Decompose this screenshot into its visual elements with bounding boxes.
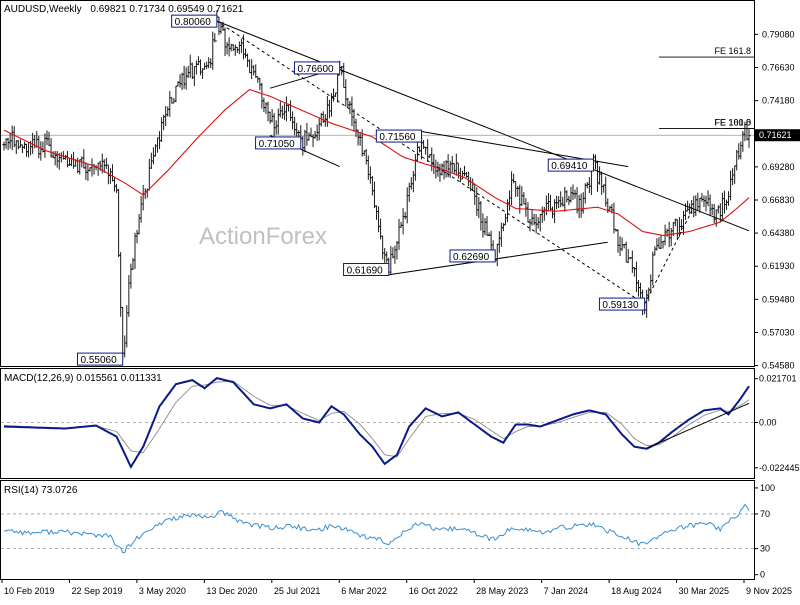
price-annotation: 0.76600 — [294, 62, 339, 75]
watermark-text: ActionForex — [199, 223, 327, 250]
y-tick-label: 0.57030 — [762, 327, 795, 337]
macd-panel-frame — [1, 369, 755, 479]
annotation-label: 0.61690 — [347, 265, 384, 276]
y-tick-label: 0 — [760, 570, 765, 580]
macd-title: MACD(12,26,9) 0.015561 0.011331 — [4, 373, 162, 384]
annotation-label: 0.71560 — [379, 132, 416, 143]
y-tick-label: 0.66830 — [762, 195, 795, 205]
y-tick-label: -0.022445 — [759, 463, 800, 473]
fib-label: FE 161.8 — [714, 117, 751, 127]
x-tick-label: 10 Feb 2019 — [4, 586, 55, 596]
x-tick-label: 30 Mar 2025 — [679, 586, 730, 596]
y-tick-label: 0.021701 — [759, 374, 797, 384]
price-annotation: 0.59130 — [599, 298, 644, 311]
y-tick-label: 0.69280 — [762, 162, 795, 172]
annotation-label: 0.55060 — [81, 355, 118, 366]
price-annotation: 0.69410 — [548, 159, 593, 172]
y-tick-label: 100 — [760, 483, 775, 493]
y-tick-label: 0.76630 — [762, 63, 795, 73]
x-tick-label: 6 Mar 2022 — [341, 586, 387, 596]
current-price-tag: 0.71621 — [755, 129, 800, 141]
annotation-label: 0.62690 — [453, 252, 490, 263]
current-price-label: 0.71621 — [759, 130, 792, 140]
y-tick-label: 0.00 — [759, 417, 777, 427]
annotation-label: 0.59130 — [602, 300, 639, 311]
rsi-panel-frame — [1, 481, 755, 580]
y-tick-label: 0.59480 — [762, 294, 795, 304]
x-tick-label: 25 Jul 2021 — [274, 586, 321, 596]
annotation-label: 0.76600 — [297, 64, 334, 75]
y-tick-label: 0.74180 — [762, 96, 795, 106]
macd-panel: MACD(12,26,9) 0.015561 0.011331 0.021701… — [1, 369, 800, 479]
y-tick-label: 0.54580 — [762, 361, 795, 371]
annotation-label: 0.69410 — [551, 161, 588, 172]
price-panel: ActionForex FE 161.8FE 100.0FE 161.8 0.8… — [1, 1, 800, 371]
price-annotation: 0.62690 — [450, 250, 495, 263]
annotation-label: 0.80060 — [175, 17, 212, 28]
chart-title: AUDUSD,Weekly 0.69821 0.71734 0.69549 0.… — [4, 4, 244, 15]
x-tick-label: 3 May 2020 — [139, 586, 186, 596]
y-tick-label: 0.64380 — [762, 228, 795, 238]
price-annotation: 0.55060 — [78, 353, 123, 366]
x-tick-label: 7 Jan 2024 — [544, 586, 589, 596]
price-axis-ticks: 0.790800.766300.741800.717300.692800.668… — [754, 29, 795, 370]
ohlc-header: 0.69821 0.71734 0.69549 0.71621 — [90, 4, 243, 15]
x-tick-label: 18 Aug 2024 — [611, 586, 662, 596]
price-annotation: 0.61690 — [344, 263, 389, 276]
x-tick-label: 16 Oct 2022 — [409, 586, 458, 596]
x-tick-label: 9 Nov 2025 — [746, 586, 792, 596]
symbol-title: AUDUSD,Weekly — [4, 4, 82, 15]
x-tick-label: 22 Sep 2019 — [71, 586, 122, 596]
price-annotation: 0.80060 — [172, 15, 217, 28]
y-tick-label: 30 — [760, 544, 770, 554]
y-tick-label: 0.79080 — [762, 29, 795, 39]
x-tick-label: 13 Dec 2020 — [206, 586, 257, 596]
fib-label: FE 161.8 — [714, 46, 751, 56]
y-tick-label: 0.61930 — [762, 261, 795, 271]
x-tick-label: 28 May 2023 — [476, 586, 528, 596]
rsi-panel: RSI(14) 73.0726 100 70 30 0 — [1, 481, 776, 580]
macd-axis-ticks: 0.021701 0.00 -0.022445 — [754, 374, 800, 473]
price-annotation: 0.71050 — [256, 137, 301, 150]
rsi-title: RSI(14) 73.0726 — [4, 485, 78, 496]
time-axis-ticks: 10 Feb 2019 22 Sep 2019 3 May 2020 13 Dec 2… — [2, 579, 792, 596]
y-tick-label: 70 — [760, 509, 770, 519]
price-panel-frame — [1, 1, 755, 367]
annotation-label: 0.71050 — [259, 139, 296, 150]
price-annotation: 0.71560 — [376, 130, 421, 143]
rsi-axis-ticks: 100 70 30 0 — [754, 483, 775, 580]
